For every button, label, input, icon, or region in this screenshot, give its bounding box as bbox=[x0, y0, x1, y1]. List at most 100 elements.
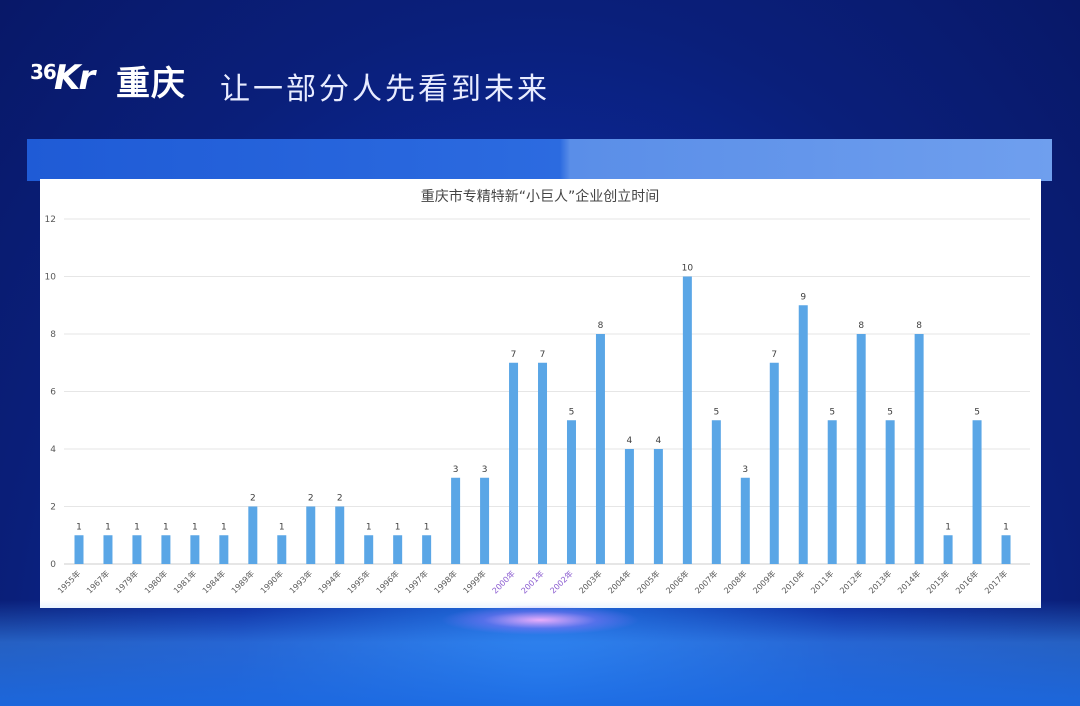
x-tick-label: 2006年 bbox=[664, 568, 691, 595]
x-tick-label: 2003年 bbox=[577, 568, 604, 595]
bar bbox=[653, 449, 663, 564]
x-tick-label: 2005年 bbox=[635, 568, 662, 595]
x-tick-label: 1996年 bbox=[374, 568, 401, 595]
x-tick-label: 1998年 bbox=[432, 568, 459, 595]
data-label: 3 bbox=[742, 465, 748, 475]
x-tick-label: 1967年 bbox=[84, 568, 111, 595]
bar bbox=[972, 420, 982, 564]
data-label: 3 bbox=[482, 465, 488, 475]
bar bbox=[509, 362, 519, 564]
data-label: 8 bbox=[858, 321, 864, 331]
data-label: 1 bbox=[163, 522, 169, 532]
x-tick-label: 1979年 bbox=[113, 568, 140, 595]
data-label: 4 bbox=[627, 436, 633, 446]
x-tick-label: 2014年 bbox=[895, 568, 922, 595]
bar bbox=[856, 334, 866, 564]
data-label: 4 bbox=[656, 436, 662, 446]
data-label: 7 bbox=[771, 350, 777, 360]
y-tick-label: 8 bbox=[50, 330, 56, 340]
bar bbox=[132, 535, 142, 564]
center-glow bbox=[440, 605, 640, 635]
y-tick-label: 2 bbox=[50, 503, 56, 513]
data-label: 1 bbox=[1003, 522, 1009, 532]
x-tick-label: 2013年 bbox=[866, 568, 893, 595]
data-label: 8 bbox=[598, 321, 604, 331]
bar bbox=[624, 449, 634, 564]
header: 36 Kr 重庆 让一部分人先看到未来 bbox=[30, 50, 650, 110]
bar bbox=[827, 420, 837, 564]
data-label: 2 bbox=[337, 494, 343, 504]
data-label: 1 bbox=[192, 522, 198, 532]
logo-kr: Kr bbox=[54, 58, 95, 98]
bar bbox=[190, 535, 200, 564]
bar bbox=[422, 535, 432, 564]
city-name: 重庆 bbox=[116, 64, 186, 104]
chart-title: 重庆市专精特新“小巨人”企业创立时间 bbox=[421, 188, 660, 205]
bar bbox=[393, 535, 403, 564]
x-tick-label: 2016年 bbox=[953, 568, 980, 595]
logo-divider bbox=[136, 68, 138, 94]
x-tick-label: 1993年 bbox=[287, 568, 314, 595]
bar bbox=[364, 535, 374, 564]
bar bbox=[914, 334, 924, 564]
x-tick-label: 2001年 bbox=[519, 568, 546, 595]
data-label: 5 bbox=[887, 407, 893, 417]
bar bbox=[682, 276, 692, 564]
y-tick-label: 6 bbox=[50, 388, 56, 398]
x-tick-label: 1989年 bbox=[229, 568, 256, 595]
data-label: 1 bbox=[395, 522, 401, 532]
x-tick-label: 2008年 bbox=[722, 568, 749, 595]
y-tick-label: 0 bbox=[50, 560, 56, 570]
x-tick-label: 2000年 bbox=[490, 568, 517, 595]
bar bbox=[451, 477, 461, 564]
y-tick-label: 4 bbox=[50, 445, 56, 455]
data-label: 2 bbox=[250, 494, 256, 504]
bar bbox=[798, 305, 808, 564]
data-label: 1 bbox=[424, 522, 430, 532]
bar bbox=[595, 334, 605, 564]
data-label: 9 bbox=[800, 292, 806, 302]
x-tick-label: 2002年 bbox=[548, 568, 575, 595]
data-label: 5 bbox=[829, 407, 835, 417]
bar bbox=[885, 420, 895, 564]
data-label: 1 bbox=[221, 522, 227, 532]
x-tick-label: 1984年 bbox=[200, 568, 227, 595]
data-label: 1 bbox=[279, 522, 285, 532]
panel-header-bar bbox=[27, 139, 1052, 181]
bar bbox=[219, 535, 229, 564]
x-tick-label: 2007年 bbox=[693, 568, 720, 595]
x-tick-label: 2004年 bbox=[606, 568, 633, 595]
data-label: 10 bbox=[682, 264, 694, 274]
bar bbox=[277, 535, 287, 564]
data-label: 1 bbox=[366, 522, 372, 532]
bar bbox=[335, 506, 345, 564]
bar bbox=[161, 535, 171, 564]
logo-number: 36 bbox=[30, 60, 57, 84]
x-tick-label: 2015年 bbox=[924, 568, 951, 595]
x-tick-label: 2017年 bbox=[982, 568, 1009, 595]
data-label: 5 bbox=[974, 407, 980, 417]
data-label: 3 bbox=[453, 465, 459, 475]
data-label: 1 bbox=[105, 522, 111, 532]
x-tick-label: 2011年 bbox=[809, 568, 836, 595]
bar bbox=[943, 535, 953, 564]
bar bbox=[1001, 535, 1011, 564]
bar bbox=[306, 506, 316, 564]
x-tick-label: 2010年 bbox=[780, 568, 807, 595]
data-label: 5 bbox=[569, 407, 575, 417]
y-tick-label: 10 bbox=[45, 273, 57, 283]
bar bbox=[711, 420, 721, 564]
y-tick-label: 12 bbox=[45, 215, 56, 225]
slogan: 让一部分人先看到未来 bbox=[220, 72, 550, 107]
x-tick-label: 1999年 bbox=[461, 568, 488, 595]
x-tick-label: 1980年 bbox=[142, 568, 169, 595]
bar bbox=[480, 477, 490, 564]
data-label: 7 bbox=[511, 350, 517, 360]
data-label: 2 bbox=[308, 494, 314, 504]
x-tick-label: 1955年 bbox=[55, 568, 82, 595]
bar bbox=[538, 362, 548, 564]
x-tick-label: 2009年 bbox=[751, 568, 778, 595]
x-tick-label: 1994年 bbox=[316, 568, 343, 595]
